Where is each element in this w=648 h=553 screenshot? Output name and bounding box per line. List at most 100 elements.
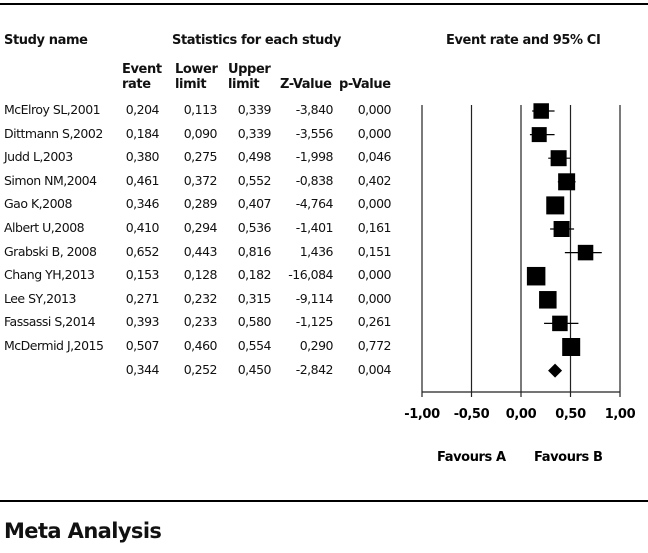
event-rate: 0,204 xyxy=(125,102,160,117)
study-name: Grabski B, 2008 xyxy=(4,243,97,259)
p-value: 0,000 xyxy=(357,196,392,212)
study-name: Lee SY,2013 xyxy=(4,290,76,306)
study-marker xyxy=(553,221,570,237)
event-rate: 0,346 xyxy=(125,196,160,212)
upper-limit: 0,554 xyxy=(237,338,272,353)
lower-limit: 0,294 xyxy=(183,220,218,235)
study-name: Gao K,2008 xyxy=(4,196,72,212)
upper-limit: 0,536 xyxy=(237,220,272,235)
page-title: Meta Analysis xyxy=(4,519,162,543)
col-header-z-value: Z-Value xyxy=(280,77,332,92)
event-rate: 0,344 xyxy=(125,361,160,377)
study-name: Albert U,2008 xyxy=(4,220,85,235)
p-value: 0,000 xyxy=(357,102,392,117)
study-name: Dittmann S,2002 xyxy=(4,125,103,141)
z-value: -0,838 xyxy=(295,172,334,188)
lower-limit: 0,232 xyxy=(183,290,218,306)
upper-limit: 0,339 xyxy=(237,102,272,117)
z-value: -16,084 xyxy=(288,267,333,283)
col-header-lower-limit: Lower limit xyxy=(175,62,218,92)
study-marker xyxy=(531,127,547,143)
lower-limit: 0,460 xyxy=(183,338,218,353)
event-rate: 0,410 xyxy=(125,220,160,235)
study-marker xyxy=(533,103,549,119)
event-rate: 0,507 xyxy=(125,338,160,353)
lower-limit: 0,090 xyxy=(183,125,218,141)
p-value: 0,000 xyxy=(357,290,392,306)
lower-limit: 0,233 xyxy=(183,314,218,330)
summary-diamond xyxy=(548,363,563,378)
event-rate: 0,393 xyxy=(125,314,160,330)
p-value: 0,772 xyxy=(357,338,392,353)
lower-limit: 0,289 xyxy=(183,196,218,212)
bottom-rule xyxy=(0,500,648,502)
study-name: McElroy SL,2001 xyxy=(4,102,101,117)
event-rate: 0,153 xyxy=(125,267,160,283)
upper-limit: 0,182 xyxy=(237,267,272,283)
lower-limit: 0,252 xyxy=(183,361,218,377)
study-marker xyxy=(550,150,567,167)
z-value: -3,840 xyxy=(295,102,334,117)
lower-limit: 0,113 xyxy=(183,102,218,117)
p-value: 0,402 xyxy=(357,172,392,188)
upper-limit: 0,315 xyxy=(237,290,272,306)
favours-a-label: Favours A xyxy=(437,450,506,465)
upper-limit: 0,407 xyxy=(237,196,272,212)
favours-b-label: Favours B xyxy=(534,450,603,465)
tick-label: -1,00 xyxy=(404,407,440,422)
study-name: Judd L,2003 xyxy=(4,149,73,165)
study-marker xyxy=(552,315,568,332)
lower-limit: 0,275 xyxy=(183,149,218,165)
event-rate: 0,380 xyxy=(125,149,160,165)
study-name: McDermid J,2015 xyxy=(4,338,104,353)
event-rate: 0,461 xyxy=(125,172,160,188)
col-header-event-rate: Event rate xyxy=(122,62,162,92)
p-value: 0,004 xyxy=(357,361,392,377)
upper-limit: 0,552 xyxy=(237,172,272,188)
z-value: -4,764 xyxy=(295,196,334,212)
study-name: Fassassi S,2014 xyxy=(4,314,96,330)
p-value: 0,000 xyxy=(357,125,392,141)
p-value: 0,046 xyxy=(357,149,392,165)
p-value: 0,261 xyxy=(357,314,392,330)
p-value: 0,161 xyxy=(357,220,392,235)
p-value: 0,151 xyxy=(357,243,392,259)
study-name: Simon NM,2004 xyxy=(4,172,97,188)
upper-limit: 0,339 xyxy=(237,125,272,141)
z-value: 1,436 xyxy=(299,243,334,259)
z-value: -9,114 xyxy=(295,290,334,306)
statistics-header: Statistics for each study xyxy=(172,33,341,48)
study-marker xyxy=(577,244,594,261)
z-value: -1,998 xyxy=(295,149,334,165)
tick-label: -0,50 xyxy=(454,407,490,422)
study-marker xyxy=(526,266,546,286)
event-rate: 0,652 xyxy=(125,243,160,259)
lower-limit: 0,443 xyxy=(183,243,218,259)
col-header-p-value: p-Value xyxy=(339,77,391,92)
upper-limit: 0,450 xyxy=(237,361,272,377)
z-value: -3,556 xyxy=(295,125,334,141)
study-marker xyxy=(562,338,581,356)
tick-label: 0,50 xyxy=(555,407,586,422)
plot-title: Event rate and 95% CI xyxy=(446,33,601,48)
study-name: Chang YH,2013 xyxy=(4,267,95,283)
study-marker xyxy=(539,291,557,309)
z-value: -1,125 xyxy=(295,314,334,330)
upper-limit: 0,816 xyxy=(237,243,272,259)
top-rule xyxy=(0,3,648,5)
tick-label: 0,00 xyxy=(506,407,537,422)
tick-label: 1,00 xyxy=(605,407,636,422)
study-name-header: Study name xyxy=(4,33,88,48)
lower-limit: 0,128 xyxy=(183,267,218,283)
col-header-upper-limit: Upper limit xyxy=(228,62,271,92)
lower-limit: 0,372 xyxy=(183,172,218,188)
event-rate: 0,184 xyxy=(125,125,160,141)
study-marker xyxy=(546,196,565,215)
upper-limit: 0,498 xyxy=(237,149,272,165)
upper-limit: 0,580 xyxy=(237,314,272,330)
event-rate: 0,271 xyxy=(125,290,160,306)
z-value: 0,290 xyxy=(299,338,334,353)
p-value: 0,000 xyxy=(357,267,392,283)
z-value: -1,401 xyxy=(295,220,334,235)
study-marker xyxy=(558,173,576,191)
